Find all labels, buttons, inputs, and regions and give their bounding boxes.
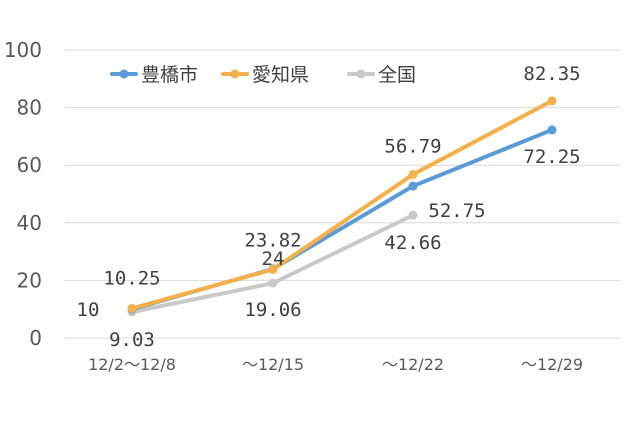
data-label: 42.66 bbox=[384, 232, 441, 254]
series-line-2 bbox=[130, 98, 554, 311]
data-point bbox=[547, 96, 557, 106]
data-label: 10 bbox=[77, 299, 100, 321]
legend-label: 豊橋市 bbox=[141, 64, 198, 86]
legend: 豊橋市 愛知県 全国 bbox=[110, 64, 416, 86]
data-label: 10.25 bbox=[103, 267, 160, 289]
y-tick-label: 40 bbox=[17, 211, 42, 235]
x-tick-label: ～12/22 bbox=[382, 355, 444, 374]
data-point bbox=[268, 278, 278, 288]
series-lines bbox=[127, 96, 557, 317]
data-label: 52.75 bbox=[428, 200, 485, 222]
x-axis-ticks: 12/2～12/8 ～12/15 ～12/22 ～12/29 bbox=[88, 355, 583, 374]
data-label: 23.82 bbox=[244, 229, 301, 251]
data-point bbox=[268, 264, 278, 274]
legend-label: 全国 bbox=[378, 64, 416, 86]
legend-marker bbox=[230, 69, 240, 79]
series-line-1 bbox=[130, 127, 554, 312]
y-tick-label: 100 bbox=[4, 38, 42, 62]
data-point bbox=[547, 125, 557, 135]
data-point bbox=[127, 303, 137, 313]
data-label: 56.79 bbox=[384, 135, 441, 157]
data-label: 9.03 bbox=[109, 329, 155, 351]
legend-marker bbox=[119, 69, 129, 79]
y-tick-label: 20 bbox=[17, 268, 42, 292]
legend-marker bbox=[356, 69, 366, 79]
data-label: 19.06 bbox=[244, 299, 301, 321]
data-label: 82.35 bbox=[523, 63, 580, 85]
data-labels: 10 24 52.75 72.25 10.25 23.82 56.79 82.35 9.03 19… bbox=[77, 63, 581, 351]
gridlines bbox=[65, 49, 620, 339]
data-label: 24 bbox=[262, 248, 285, 270]
y-axis-ticks: 0 20 40 60 80 100 bbox=[4, 38, 42, 350]
data-point bbox=[408, 210, 418, 220]
data-point bbox=[408, 169, 418, 179]
y-tick-label: 60 bbox=[17, 153, 42, 177]
x-tick-label: 12/2～12/8 bbox=[88, 355, 176, 374]
x-tick-label: ～12/15 bbox=[242, 355, 304, 374]
x-tick-label: ～12/29 bbox=[521, 355, 583, 374]
data-point bbox=[408, 181, 418, 191]
legend-label: 愛知県 bbox=[252, 64, 309, 86]
y-tick-label: 0 bbox=[29, 326, 42, 350]
y-tick-label: 80 bbox=[17, 96, 42, 120]
data-label: 72.25 bbox=[523, 146, 580, 168]
